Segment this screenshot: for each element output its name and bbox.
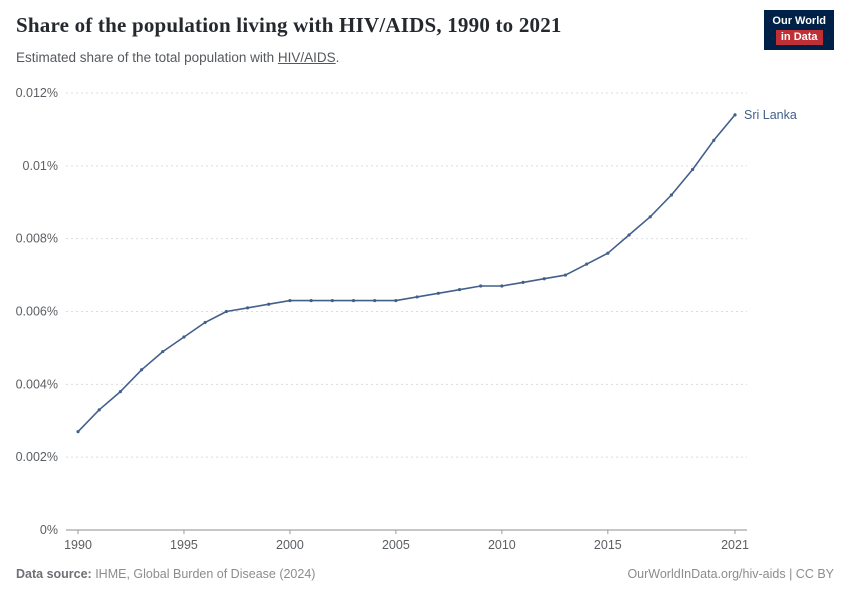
x-tick-label: 2015 (594, 538, 622, 552)
chart-footer: Data source: IHME, Global Burden of Dise… (16, 567, 834, 581)
y-tick-label: 0.012% (16, 86, 58, 100)
data-source-label: Data source: (16, 567, 92, 581)
x-tick-label: 2010 (488, 538, 516, 552)
x-tick-label: 2000 (276, 538, 304, 552)
owid-logo-line2: in Data (775, 30, 823, 46)
series-line-sri-lanka[interactable] (77, 114, 736, 433)
x-tick-label: 2005 (382, 538, 410, 552)
data-source-text: IHME, Global Burden of Disease (2024) (91, 567, 316, 581)
line-chart[interactable]: 0% 0.002% 0.004% 0.006% 0.008% 0.01% 0.012% 199… (0, 78, 850, 560)
y-tick-label: 0.002% (16, 450, 58, 464)
y-tick-label: 0.006% (16, 305, 58, 319)
subtitle-period: . (335, 50, 340, 65)
owid-logo[interactable]: Our World in Data (764, 10, 834, 51)
x-tick-label: 1990 (64, 538, 92, 552)
y-tick-label: 0.008% (16, 232, 58, 246)
footer-license: OurWorldInData.org/hiv-aids | CC BY (627, 567, 834, 581)
x-tick-label: 2021 (721, 538, 749, 552)
y-tick-label: 0% (40, 523, 58, 537)
y-tick-label: 0.004% (16, 377, 58, 391)
owid-logo-line1: Our World (772, 15, 826, 27)
series-markers (76, 113, 737, 434)
gridlines: 0% 0.002% 0.004% 0.006% 0.008% 0.01% 0.012% (16, 86, 747, 537)
chart-subtitle: Estimated share of the total population … (16, 50, 339, 65)
page-title: Share of the population living with HIV/… (16, 13, 562, 37)
y-tick-label: 0.01% (23, 159, 58, 173)
x-tick-label: 1995 (170, 538, 198, 552)
data-source: Data source: IHME, Global Burden of Dise… (16, 567, 315, 581)
series-end-label: Sri Lanka (744, 108, 797, 122)
hiv-aids-link[interactable]: HIV/AIDS (277, 50, 336, 65)
x-axis: 1990 1995 2000 2005 2010 2015 2021 (64, 530, 749, 552)
subtitle-text: Estimated share of the total population … (16, 50, 278, 65)
